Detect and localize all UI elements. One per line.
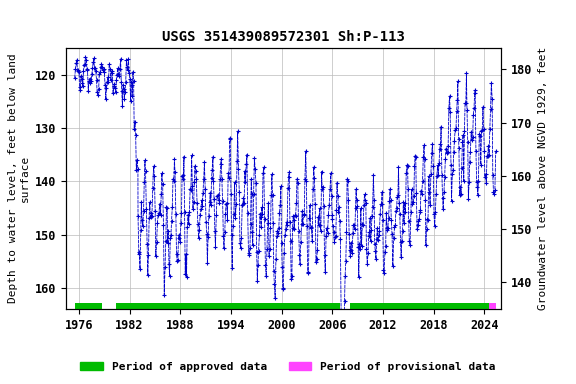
Title: USGS 351439089572301 Sh:P-113: USGS 351439089572301 Sh:P-113 xyxy=(162,30,405,44)
Legend: Period of approved data, Period of provisional data: Period of approved data, Period of provi… xyxy=(76,358,500,377)
Y-axis label: Depth to water level, feet below land
surface: Depth to water level, feet below land su… xyxy=(8,54,29,303)
Y-axis label: Groundwater level above NGVD 1929, feet: Groundwater level above NGVD 1929, feet xyxy=(538,47,548,310)
